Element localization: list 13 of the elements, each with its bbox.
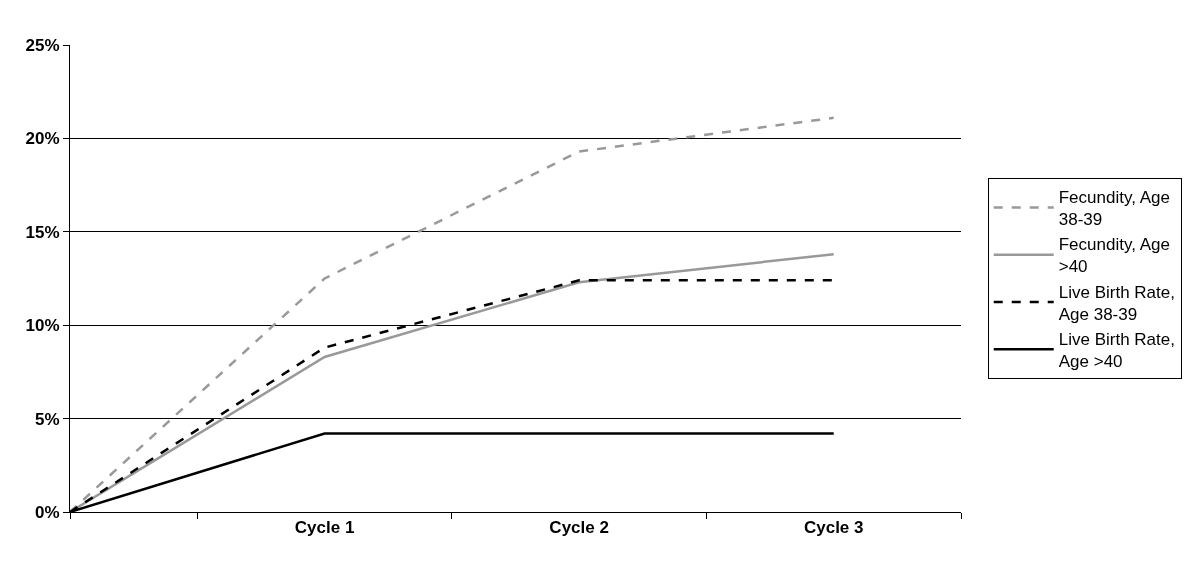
y-tick-label: 10% [25,316,60,336]
y-tick-label: 25% [25,35,60,55]
x-tick-label: Cycle 1 [294,518,355,538]
legend-label: Live Birth Rate, Age 38-39 [1058,282,1175,324]
y-tick-label: 0% [35,502,60,522]
y-tick-label: 15% [25,222,60,242]
x-tick-label: Cycle 3 [803,518,864,538]
y-tick-label: 5% [35,409,60,429]
legend-label: Live Birth Rate, Age >40 [1058,329,1175,371]
x-tick-label: Cycle 2 [549,518,609,538]
legend-label: Fecundity, Age >40 [1058,235,1170,277]
y-tick-label: 20% [25,129,60,149]
legend-label: Fecundity, Age 38-39 [1058,188,1170,230]
